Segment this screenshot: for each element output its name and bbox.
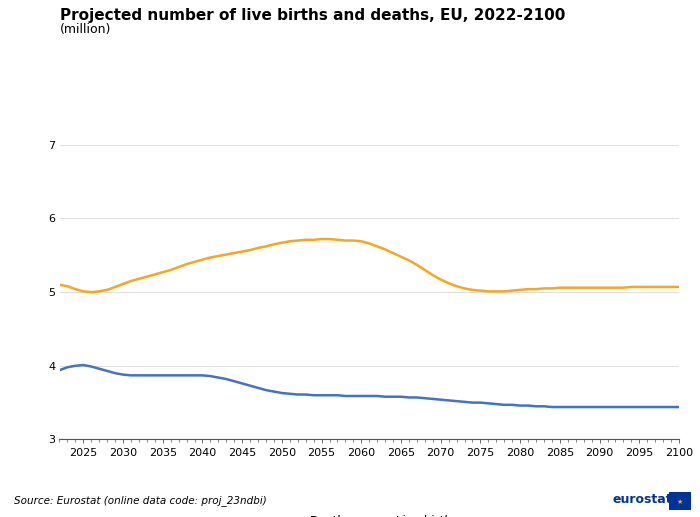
Live births (214, 374, 223, 381)
Live births (55, 367, 64, 373)
Live births (421, 395, 429, 401)
Live births (230, 378, 239, 384)
Deaths (675, 284, 683, 290)
Deaths (524, 286, 532, 292)
Deaths (55, 282, 64, 288)
Line: Deaths: Deaths (60, 239, 679, 292)
Deaths (214, 253, 223, 259)
Deaths (230, 250, 239, 256)
Legend: Deaths, Live births: Deaths, Live births (276, 510, 463, 517)
Live births (79, 362, 88, 368)
Text: ★: ★ (676, 498, 682, 505)
FancyBboxPatch shape (668, 492, 690, 510)
Text: Source: Eurostat (online data code: proj_23ndbi): Source: Eurostat (online data code: proj… (14, 495, 267, 506)
Line: Live births: Live births (60, 365, 679, 407)
Text: (million): (million) (60, 23, 111, 36)
Text: Projected number of live births and deaths, EU, 2022-2100: Projected number of live births and deat… (60, 8, 565, 23)
Deaths (309, 237, 318, 243)
Deaths (428, 272, 437, 278)
Deaths (87, 289, 95, 295)
Live births (309, 392, 318, 398)
Live births (516, 402, 524, 408)
Text: eurostat: eurostat (612, 493, 672, 506)
Live births (317, 392, 326, 398)
Deaths (326, 236, 334, 242)
Deaths (317, 236, 326, 242)
Live births (547, 404, 556, 410)
Live births (675, 404, 683, 410)
